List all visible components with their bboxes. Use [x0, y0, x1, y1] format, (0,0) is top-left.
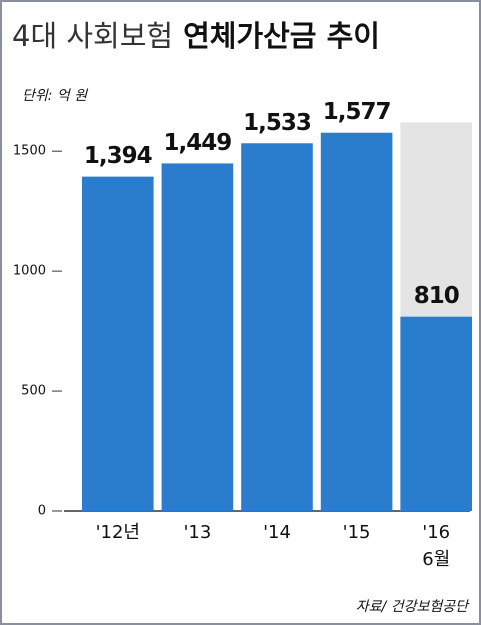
- x-tick-line: '16: [422, 522, 450, 543]
- source-label: 자료/ 건강보험공단: [356, 599, 470, 615]
- bar: [161, 163, 234, 511]
- x-tick-label: '13: [183, 522, 211, 543]
- title-emphasis: 연체가산금 추이: [183, 19, 380, 53]
- bar: [320, 132, 393, 511]
- value-label: 1,533: [243, 110, 311, 136]
- value-label: 810: [414, 283, 459, 309]
- value-label: 1,577: [323, 99, 391, 125]
- bar: [400, 316, 472, 511]
- x-tick-line: 6월: [422, 549, 450, 570]
- x-tick-label: '16 6월: [422, 522, 450, 570]
- x-tick-line: '13: [183, 522, 211, 543]
- x-tick-line: '15: [343, 522, 371, 543]
- value-label: 1,394: [84, 143, 152, 169]
- y-tick-label: 1500: [13, 144, 46, 159]
- x-tick-line: '12년: [96, 522, 140, 543]
- y-tick-label: 1000: [13, 264, 46, 279]
- unit-label: 단위: 억 원: [22, 88, 88, 104]
- x-tick-label: '14: [263, 522, 291, 543]
- value-label: 1,449: [164, 130, 232, 156]
- chart-title: 4대 사회보험 연체가산금 추이: [12, 19, 380, 53]
- x-tick-line: '14: [263, 522, 291, 543]
- y-tick-label: 500: [21, 384, 46, 399]
- bar: [241, 143, 313, 511]
- title-regular: 4대 사회보험: [12, 19, 173, 53]
- x-tick-label: '12년: [96, 522, 140, 543]
- y-tick-label: 0: [38, 504, 46, 519]
- bar: [82, 176, 154, 512]
- x-tick-label: '15: [343, 522, 371, 543]
